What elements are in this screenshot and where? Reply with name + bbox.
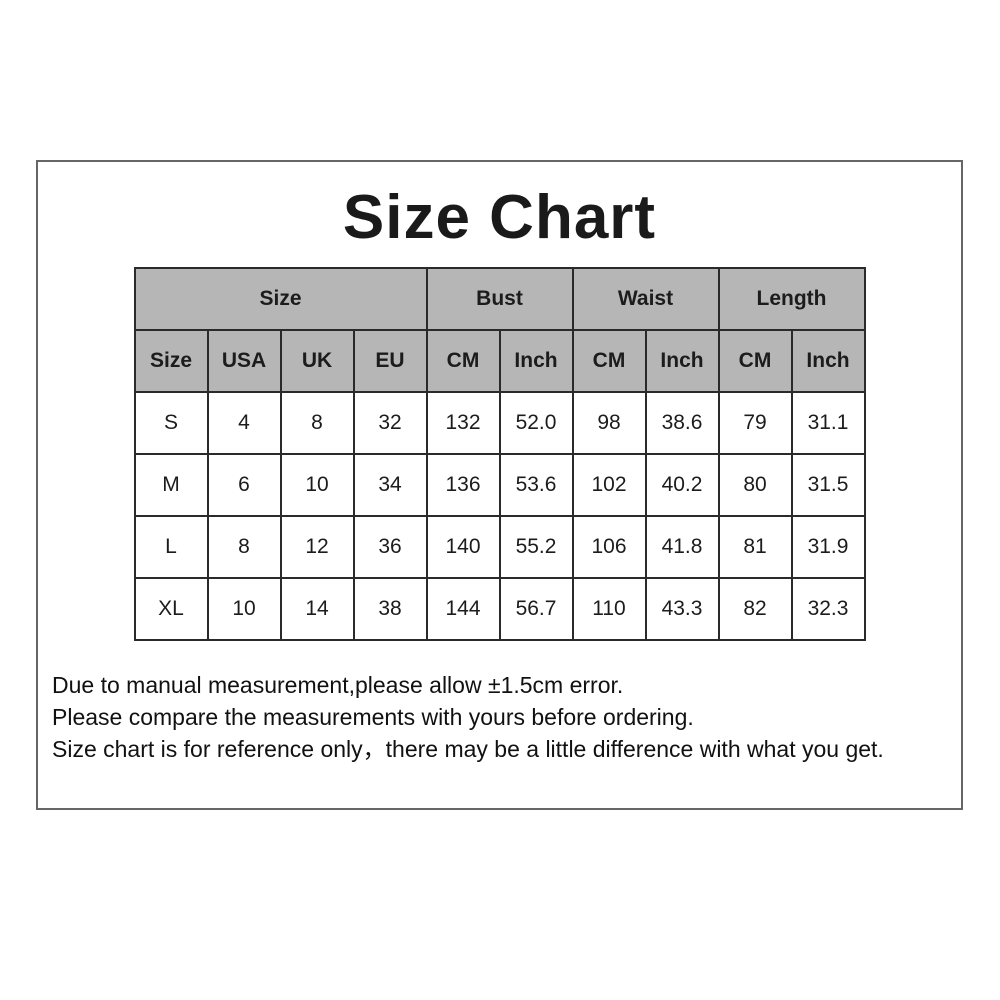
- cell-length-cm: 79: [717, 391, 793, 455]
- group-header-size: Size: [133, 267, 428, 331]
- cell-length-inch: 31.1: [790, 391, 866, 455]
- group-header-waist: Waist: [571, 267, 720, 331]
- group-header-bust: Bust: [425, 267, 574, 331]
- cell-waist-inch: 43.3: [644, 577, 720, 641]
- cell-bust-cm: 136: [425, 453, 501, 517]
- column-header-usa: USA: [206, 329, 282, 393]
- cell-size: M: [133, 453, 209, 517]
- column-header-length-inch: Inch: [790, 329, 866, 393]
- cell-uk: 8: [279, 391, 355, 455]
- table-group-header-row: Size Bust Waist Length: [133, 267, 866, 331]
- note-line-1: Due to manual measurement,please allow ±…: [52, 672, 624, 698]
- table-row-l: L 8 12 36 140 55.2 106 41.8 81 31.9: [133, 515, 866, 579]
- cell-length-inch: 32.3: [790, 577, 866, 641]
- column-header-eu: EU: [352, 329, 428, 393]
- column-header-bust-cm: CM: [425, 329, 501, 393]
- size-chart-panel: Size Chart Size Bust Waist Length Size U…: [36, 160, 963, 810]
- cell-bust-cm: 132: [425, 391, 501, 455]
- cell-usa: 8: [206, 515, 282, 579]
- cell-waist-inch: 41.8: [644, 515, 720, 579]
- measurement-notes: Due to manual measurement,please allow ±…: [52, 669, 961, 765]
- cell-eu: 38: [352, 577, 428, 641]
- cell-eu: 32: [352, 391, 428, 455]
- column-header-length-cm: CM: [717, 329, 793, 393]
- cell-size: XL: [133, 577, 209, 641]
- cell-usa: 6: [206, 453, 282, 517]
- cell-usa: 4: [206, 391, 282, 455]
- note-line-2: Please compare the measurements with you…: [52, 704, 694, 730]
- page-title: Size Chart: [342, 183, 657, 252]
- cell-size: S: [133, 391, 209, 455]
- cell-length-cm: 80: [717, 453, 793, 517]
- cell-length-inch: 31.9: [790, 515, 866, 579]
- cell-waist-inch: 40.2: [644, 453, 720, 517]
- cell-eu: 36: [352, 515, 428, 579]
- column-header-waist-inch: Inch: [644, 329, 720, 393]
- cell-waist-cm: 102: [571, 453, 647, 517]
- cell-bust-inch: 55.2: [498, 515, 574, 579]
- cell-bust-cm: 140: [425, 515, 501, 579]
- group-header-length: Length: [717, 267, 866, 331]
- column-header-size: Size: [133, 329, 209, 393]
- cell-eu: 34: [352, 453, 428, 517]
- cell-bust-cm: 144: [425, 577, 501, 641]
- cell-length-cm: 82: [717, 577, 793, 641]
- cell-size: L: [133, 515, 209, 579]
- column-header-bust-inch: Inch: [498, 329, 574, 393]
- cell-length-inch: 31.5: [790, 453, 866, 517]
- cell-bust-inch: 52.0: [498, 391, 574, 455]
- table-row-m: M 6 10 34 136 53.6 102 40.2 80 31.5: [133, 453, 866, 517]
- cell-waist-cm: 106: [571, 515, 647, 579]
- cell-waist-inch: 38.6: [644, 391, 720, 455]
- cell-waist-cm: 110: [571, 577, 647, 641]
- table-row-s: S 4 8 32 132 52.0 98 38.6 79 31.1: [133, 391, 866, 455]
- cell-waist-cm: 98: [571, 391, 647, 455]
- cell-uk: 14: [279, 577, 355, 641]
- size-table: Size Bust Waist Length Size USA UK EU CM…: [133, 267, 866, 641]
- cell-bust-inch: 53.6: [498, 453, 574, 517]
- cell-usa: 10: [206, 577, 282, 641]
- column-header-waist-cm: CM: [571, 329, 647, 393]
- note-line-3: Size chart is for reference only，there m…: [52, 736, 884, 762]
- cell-uk: 10: [279, 453, 355, 517]
- cell-length-cm: 81: [717, 515, 793, 579]
- cell-uk: 12: [279, 515, 355, 579]
- table-column-header-row: Size USA UK EU CM Inch CM Inch CM Inch: [133, 329, 866, 393]
- cell-bust-inch: 56.7: [498, 577, 574, 641]
- column-header-uk: UK: [279, 329, 355, 393]
- table-row-xl: XL 10 14 38 144 56.7 110 43.3 82 32.3: [133, 577, 866, 641]
